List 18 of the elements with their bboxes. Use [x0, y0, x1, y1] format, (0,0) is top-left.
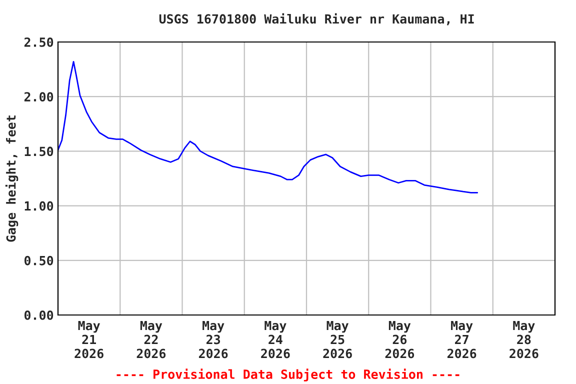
y-axis-title: Gage height, feet [5, 116, 18, 242]
x-tick-label: May 28 2026 [510, 320, 538, 358]
chart-title: USGS 16701800 Wailuku River nr Kaumana, HI [159, 13, 474, 26]
y-tick-label: 2.50 [24, 37, 54, 47]
x-tick-label: May 23 2026 [198, 320, 228, 358]
x-tick-label: May 22 2026 [136, 320, 166, 358]
y-tick-label: 0.00 [24, 310, 54, 320]
x-tick-label: May 25 2026 [323, 320, 352, 358]
x-tick-label: May 24 2026 [261, 320, 290, 358]
y-tick-label: 2.00 [24, 92, 54, 102]
y-tick-label: 1.00 [24, 201, 54, 211]
y-tick-label: 1.50 [24, 146, 54, 156]
y-tick-label: 0.50 [24, 256, 54, 266]
x-tick-label: May 21 2026 [74, 320, 104, 358]
x-tick-label: May 26 2026 [385, 320, 414, 358]
x-tick-label: May 27 2026 [447, 320, 476, 358]
text: ---- Provisional Data Subject to Revision ---- [116, 368, 460, 382]
line-series [58, 60, 478, 194]
